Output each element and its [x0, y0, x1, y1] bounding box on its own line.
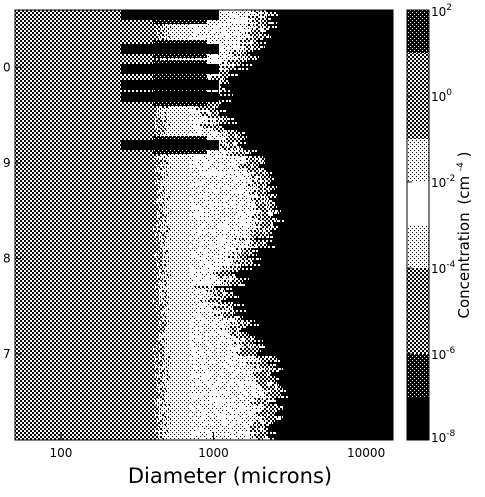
- colorbar-band: [407, 10, 429, 54]
- colorbar-tick-label: 10-6: [431, 346, 456, 362]
- x-tick-label: 10000: [347, 446, 385, 460]
- colorbar-label-unit: (cm: [455, 176, 473, 205]
- colorbar-band: [407, 311, 429, 355]
- colorbar-band: [407, 96, 429, 140]
- colorbar-band: [407, 225, 429, 269]
- colorbar-tick-label: 102: [431, 3, 452, 19]
- colorbar-band: [407, 53, 429, 97]
- colorbar-label: Concentration (cm -4 ): [449, 151, 473, 318]
- colorbar-band: [407, 397, 429, 441]
- colorbar-tick-label: 100: [431, 88, 452, 104]
- x-tick-label: 1000: [198, 446, 229, 460]
- colorbar-label-exp: -4: [456, 162, 466, 171]
- y-tick-label: 0: [3, 60, 11, 74]
- x-axis: 100 1000 10000: [49, 432, 385, 460]
- y-axis: 7 8 9 0: [3, 60, 21, 361]
- plot-area: [15, 10, 393, 440]
- colorbar-band: [407, 182, 429, 226]
- y-tick-label: 9: [3, 156, 11, 170]
- colorbar-band: [407, 139, 429, 183]
- colorbar-tick-label: 10-8: [431, 429, 456, 445]
- colorbar: [406, 9, 430, 441]
- x-tick-label: 100: [49, 446, 72, 460]
- plot-frame: [14, 9, 394, 441]
- colorbar-ticks: 102 100 10-2 10-4 10-6 10-8: [407, 3, 456, 445]
- colorbar-band: [407, 354, 429, 398]
- x-axis-label: Diameter (microns): [128, 464, 332, 488]
- colorbar-label-close: ): [455, 151, 473, 157]
- y-tick-label: 7: [3, 347, 11, 361]
- colorbar-band: [407, 268, 429, 312]
- colorbar-tick-label: 10-2: [431, 174, 455, 190]
- colorbar-label-text: Concentration: [455, 212, 473, 318]
- y-tick-label: 8: [3, 251, 11, 265]
- colorbar-tick-label: 10-4: [431, 260, 456, 276]
